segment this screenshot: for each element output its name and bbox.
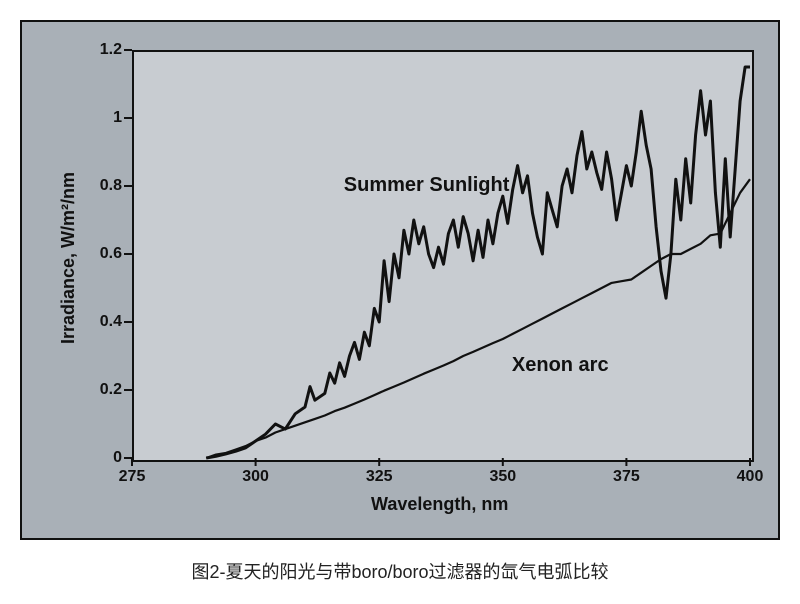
y-tick-label: 0.4 [88,313,122,331]
series-line-summer-sunlight [206,67,750,458]
y-tick-label: 1 [88,109,122,127]
spectral-irradiance-chart: 275 300 325 350 375 400 0 0.2 0.4 0.6 0.8 1 1.2 Irrad… [20,20,780,540]
x-tick-label: 275 [119,468,146,486]
chart-svg [22,22,778,538]
figure-caption: 图2-夏天的阳光与带boro/boro过滤器的氙气电弧比较 [20,558,780,584]
x-axis-label: Wavelength, nm [371,494,508,515]
series-line-xenon-arc [206,179,750,458]
series-label-summer-sunlight: Summer Sunlight [344,174,510,197]
x-tick-label: 375 [613,468,640,486]
y-tick-label: 0.6 [88,245,122,263]
y-tick-label: 0.8 [88,177,122,195]
y-axis-label: Irradiance, W/m²/nm [58,172,79,344]
y-tick-label: 0.2 [88,381,122,399]
series-label-xenon-arc: Xenon arc [512,354,609,377]
x-tick-label: 325 [366,468,393,486]
x-tick-label: 400 [737,468,764,486]
x-tick-label: 350 [489,468,516,486]
x-tick-label: 300 [242,468,269,486]
figure-container: 275 300 325 350 375 400 0 0.2 0.4 0.6 0.8 1 1.2 Irrad… [20,20,780,584]
y-tick-label: 1.2 [88,41,122,59]
y-tick-label: 0 [88,449,122,467]
